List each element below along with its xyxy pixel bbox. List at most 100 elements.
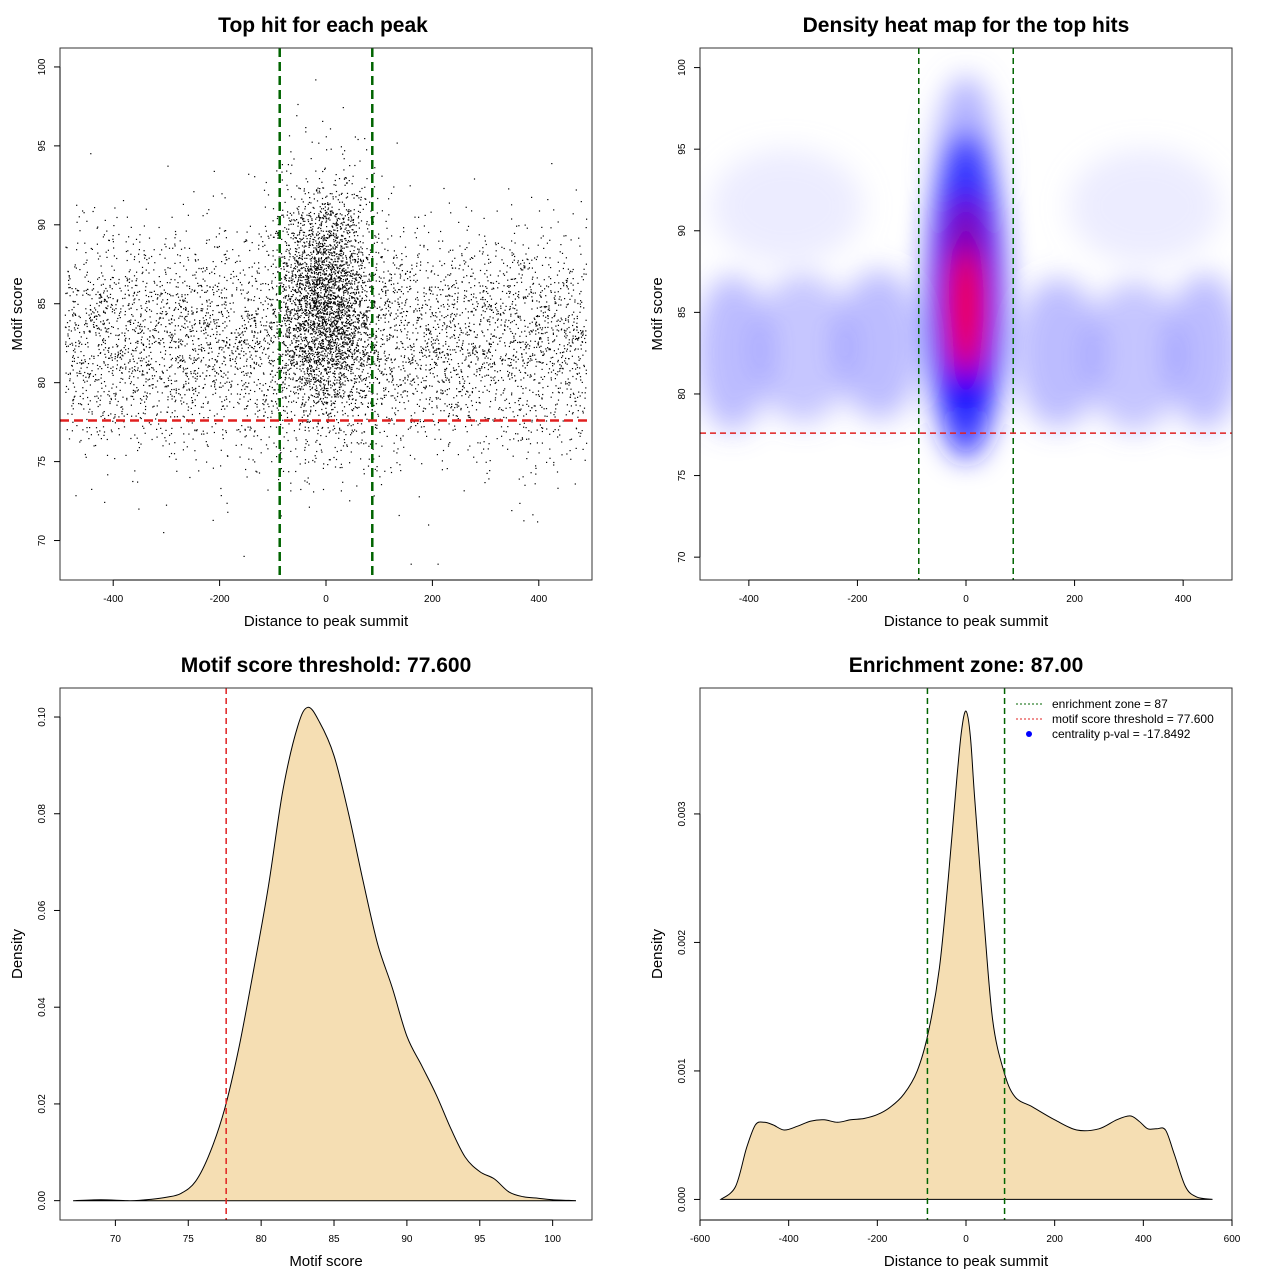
scatter-point: [143, 395, 145, 397]
scatter-point: [399, 296, 401, 298]
scatter-point: [451, 303, 453, 305]
scatter-point: [317, 324, 319, 326]
scatter-point: [373, 333, 375, 335]
scatter-point: [153, 290, 155, 292]
scatter-point: [284, 314, 286, 316]
scatter-point: [121, 410, 123, 413]
scatter-point: [525, 352, 527, 354]
scatter-point: [352, 431, 354, 433]
scatter-point: [499, 358, 501, 360]
scatter-point: [528, 267, 530, 269]
scatter-point: [482, 349, 484, 351]
scatter-point: [425, 380, 427, 382]
scatter-point: [443, 187, 445, 190]
scatter-point: [102, 236, 104, 238]
scatter-point: [102, 339, 104, 341]
scatter-point: [154, 328, 156, 330]
scatter-point: [441, 329, 443, 331]
scatter-point: [453, 313, 456, 316]
scatter-point: [128, 236, 130, 238]
scatter-point: [179, 340, 181, 342]
scatter-point: [281, 282, 283, 284]
scatter-point: [175, 390, 177, 392]
scatter-point: [501, 363, 503, 365]
scatter-point: [383, 390, 385, 392]
scatter-point: [112, 370, 114, 372]
scatter-point: [332, 372, 334, 374]
scatter-point: [175, 360, 177, 362]
scatter-point: [152, 336, 155, 338]
scatter-point: [171, 340, 173, 342]
scatter-point: [495, 336, 497, 338]
scatter-point: [401, 253, 403, 255]
scatter-point: [293, 257, 295, 259]
scatter-point: [127, 279, 129, 281]
scatter-point: [195, 254, 197, 256]
scatter-point: [484, 299, 486, 301]
scatter-point: [345, 269, 347, 271]
scatter-point: [216, 290, 218, 292]
scatter-point: [69, 295, 71, 297]
scatter-point: [264, 411, 266, 413]
scatter-point: [259, 356, 261, 359]
scatter-point: [354, 381, 356, 383]
scatter-point: [82, 429, 84, 431]
scatter-point: [250, 372, 252, 374]
scatter-point: [244, 330, 246, 333]
scatter-point: [404, 378, 406, 380]
scatter-point: [552, 369, 555, 371]
scatter-point: [180, 339, 182, 341]
scatter-point: [142, 344, 145, 346]
scatter-point: [268, 335, 270, 337]
scatter-point: [291, 401, 293, 403]
scatter-point: [582, 354, 584, 356]
scatter-point: [539, 404, 541, 406]
scatter-point: [244, 306, 246, 308]
scatter-point: [515, 361, 517, 363]
scatter-point: [561, 252, 564, 254]
scatter-point: [476, 301, 478, 303]
scatter-point: [274, 336, 277, 338]
scatter-point: [566, 388, 568, 390]
scatter-point: [446, 353, 448, 355]
scatter-point: [286, 432, 288, 434]
scatter-point: [232, 302, 234, 304]
scatter-point: [111, 326, 113, 328]
scatter-point: [372, 382, 375, 384]
scatter-point: [373, 304, 375, 306]
scatter-point: [165, 303, 168, 305]
scatter-point: [351, 297, 353, 299]
scatter-point: [140, 316, 142, 318]
scatter-point: [531, 259, 533, 261]
scatter-point: [119, 287, 121, 289]
scatter-point: [243, 241, 245, 243]
scatter-point: [566, 350, 568, 352]
scatter-point: [395, 313, 397, 315]
scatter-point: [160, 324, 162, 326]
scatter-point: [423, 292, 425, 294]
scatter-point: [452, 414, 454, 416]
scatter-point: [421, 463, 423, 465]
scatter-point: [141, 336, 143, 338]
scatter-point: [219, 396, 221, 398]
scatter-point: [208, 239, 210, 241]
scatter-point: [321, 357, 323, 359]
scatter-point: [557, 348, 559, 350]
scatter-point: [322, 345, 324, 348]
scatter-point: [520, 347, 522, 349]
scatter-point: [582, 279, 584, 281]
scatter-point: [572, 213, 574, 215]
scatter-point: [416, 390, 418, 392]
scatter-point: [308, 326, 310, 328]
scatter-point: [155, 293, 157, 295]
scatter-point: [473, 373, 475, 375]
scatter-point: [433, 376, 435, 378]
scatter-point: [245, 353, 247, 355]
scatter-point: [487, 418, 489, 420]
scatter-point: [476, 351, 478, 353]
scatter-point: [236, 356, 238, 358]
scatter-point: [574, 335, 577, 337]
scatter-point: [425, 386, 427, 388]
scatter-point: [499, 270, 501, 272]
scatter-point: [406, 391, 409, 393]
